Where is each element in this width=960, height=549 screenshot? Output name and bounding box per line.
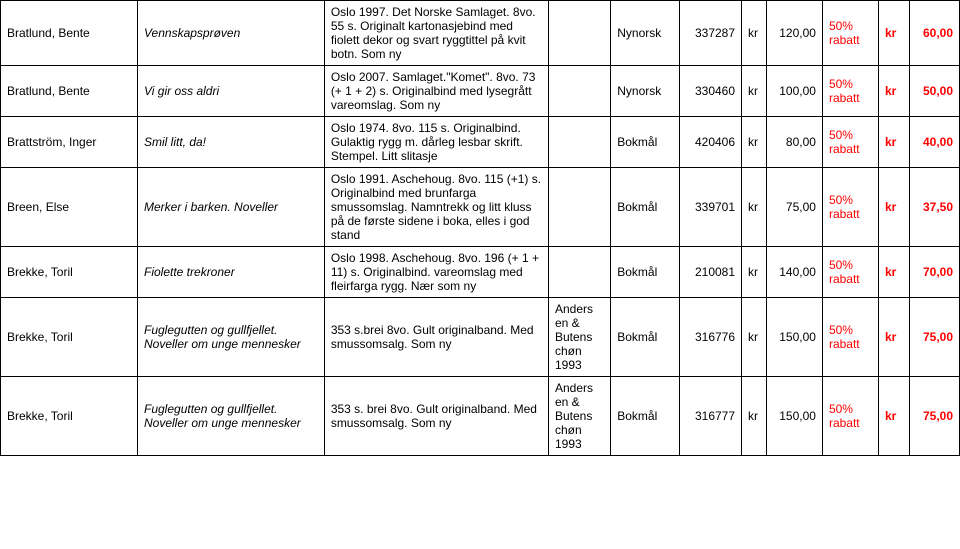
cell-id: 316777 — [679, 377, 741, 456]
cell-discount: 50% rabatt — [822, 66, 878, 117]
cell-description: 353 s. brei 8vo. Gult originalband. Med … — [324, 377, 548, 456]
cell-price-currency: kr — [742, 66, 767, 117]
cell-final-price: 50,00 — [910, 66, 960, 117]
cell-discount: 50% rabatt — [822, 117, 878, 168]
table-row: Bratlund, BenteVennskapsprøvenOslo 1997.… — [1, 1, 960, 66]
cell-language: Bokmål — [611, 247, 680, 298]
cell-price: 100,00 — [766, 66, 822, 117]
cell-title: Smil litt, da! — [138, 117, 325, 168]
cell-price: 150,00 — [766, 298, 822, 377]
cell-final-currency: kr — [878, 117, 909, 168]
cell-title: Fiolette trekroner — [138, 247, 325, 298]
cell-publisher: Anders en & Butens chøn 1993 — [548, 298, 610, 377]
cell-description: Oslo 2007. Samlaget."Komet". 8vo. 73 (+ … — [324, 66, 548, 117]
cell-price: 80,00 — [766, 117, 822, 168]
cell-final-price: 70,00 — [910, 247, 960, 298]
cell-author: Breen, Else — [1, 168, 138, 247]
cell-id: 210081 — [679, 247, 741, 298]
cell-price: 75,00 — [766, 168, 822, 247]
book-listing-table: Bratlund, BenteVennskapsprøvenOslo 1997.… — [0, 0, 960, 456]
cell-publisher — [548, 66, 610, 117]
cell-description: Oslo 1997. Det Norske Samlaget. 8vo. 55 … — [324, 1, 548, 66]
cell-final-currency: kr — [878, 298, 909, 377]
cell-publisher: Anders en & Butens chøn 1993 — [548, 377, 610, 456]
cell-price-currency: kr — [742, 377, 767, 456]
cell-id: 339701 — [679, 168, 741, 247]
cell-author: Brekke, Toril — [1, 377, 138, 456]
cell-final-price: 40,00 — [910, 117, 960, 168]
cell-language: Bokmål — [611, 298, 680, 377]
cell-publisher — [548, 168, 610, 247]
cell-price-currency: kr — [742, 168, 767, 247]
cell-price-currency: kr — [742, 1, 767, 66]
cell-final-price: 75,00 — [910, 298, 960, 377]
cell-title: Fuglegutten og gullfjellet. Noveller om … — [138, 298, 325, 377]
cell-id: 330460 — [679, 66, 741, 117]
table-row: Breen, ElseMerker i barken. NovellerOslo… — [1, 168, 960, 247]
cell-price: 150,00 — [766, 377, 822, 456]
cell-description: Oslo 1998. Aschehoug. 8vo. 196 (+ 1 + 11… — [324, 247, 548, 298]
cell-discount: 50% rabatt — [822, 247, 878, 298]
cell-author: Brattström, Inger — [1, 117, 138, 168]
cell-final-currency: kr — [878, 377, 909, 456]
cell-final-currency: kr — [878, 66, 909, 117]
cell-author: Brekke, Toril — [1, 247, 138, 298]
cell-language: Bokmål — [611, 377, 680, 456]
cell-publisher — [548, 247, 610, 298]
table-row: Brekke, TorilFuglegutten og gullfjellet.… — [1, 377, 960, 456]
cell-publisher — [548, 117, 610, 168]
cell-final-currency: kr — [878, 1, 909, 66]
cell-title: Fuglegutten og gullfjellet. Noveller om … — [138, 377, 325, 456]
cell-discount: 50% rabatt — [822, 168, 878, 247]
cell-final-currency: kr — [878, 247, 909, 298]
cell-language: Nynorsk — [611, 66, 680, 117]
cell-price-currency: kr — [742, 117, 767, 168]
cell-final-price: 60,00 — [910, 1, 960, 66]
cell-discount: 50% rabatt — [822, 298, 878, 377]
cell-discount: 50% rabatt — [822, 377, 878, 456]
cell-title: Merker i barken. Noveller — [138, 168, 325, 247]
cell-title: Vennskapsprøven — [138, 1, 325, 66]
table-row: Brattström, IngerSmil litt, da!Oslo 1974… — [1, 117, 960, 168]
cell-publisher — [548, 1, 610, 66]
cell-language: Nynorsk — [611, 1, 680, 66]
cell-description: Oslo 1974. 8vo. 115 s. Originalbind. Gul… — [324, 117, 548, 168]
table-row: Bratlund, BenteVi gir oss aldriOslo 2007… — [1, 66, 960, 117]
cell-price-currency: kr — [742, 247, 767, 298]
cell-id: 316776 — [679, 298, 741, 377]
cell-description: 353 s.brei 8vo. Gult originalband. Med s… — [324, 298, 548, 377]
cell-language: Bokmål — [611, 168, 680, 247]
table-row: Brekke, TorilFuglegutten og gullfjellet.… — [1, 298, 960, 377]
table-row: Brekke, TorilFiolette trekronerOslo 1998… — [1, 247, 960, 298]
cell-id: 420406 — [679, 117, 741, 168]
cell-author: Bratlund, Bente — [1, 66, 138, 117]
cell-language: Bokmål — [611, 117, 680, 168]
cell-price: 140,00 — [766, 247, 822, 298]
cell-final-price: 75,00 — [910, 377, 960, 456]
cell-final-price: 37,50 — [910, 168, 960, 247]
cell-final-currency: kr — [878, 168, 909, 247]
cell-price-currency: kr — [742, 298, 767, 377]
cell-description: Oslo 1991. Aschehoug. 8vo. 115 (+1) s. O… — [324, 168, 548, 247]
cell-author: Bratlund, Bente — [1, 1, 138, 66]
cell-id: 337287 — [679, 1, 741, 66]
cell-discount: 50% rabatt — [822, 1, 878, 66]
cell-title: Vi gir oss aldri — [138, 66, 325, 117]
cell-author: Brekke, Toril — [1, 298, 138, 377]
cell-price: 120,00 — [766, 1, 822, 66]
